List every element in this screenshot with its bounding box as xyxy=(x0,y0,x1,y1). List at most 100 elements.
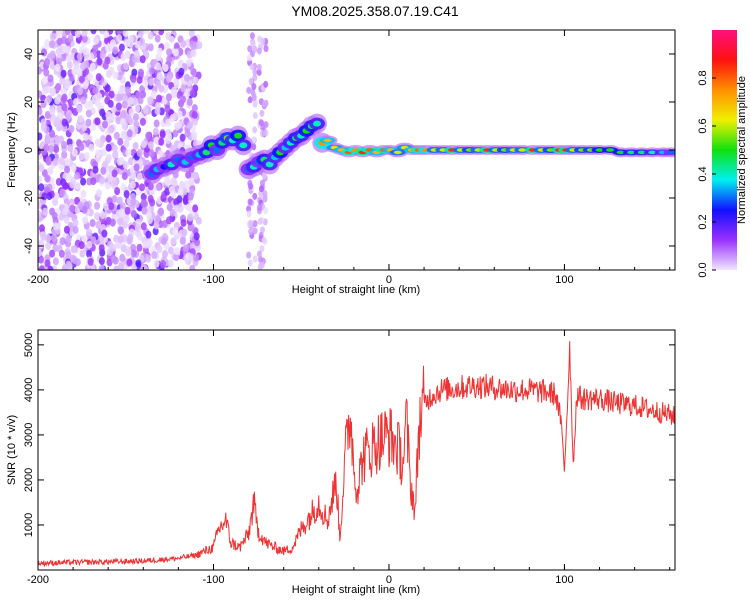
noise-blob xyxy=(100,166,107,175)
y-tick-label: 3000 xyxy=(23,423,35,447)
noise-blob xyxy=(182,244,189,253)
noise-blob xyxy=(257,203,263,211)
noise-blob xyxy=(47,144,54,153)
noise-blob xyxy=(79,249,86,258)
noise-blob xyxy=(185,170,192,179)
noise-blob xyxy=(38,210,42,219)
noise-blob xyxy=(99,108,106,117)
noise-blob xyxy=(95,220,102,229)
noise-blob xyxy=(191,104,198,113)
noise-blob xyxy=(181,228,188,237)
noise-blob xyxy=(116,34,123,43)
noise-blob xyxy=(130,249,137,258)
noise-blob xyxy=(98,257,105,266)
noise-blob xyxy=(46,192,53,201)
noise-blob xyxy=(92,86,99,95)
noise-blob xyxy=(49,50,56,59)
y-tick-label: 5000 xyxy=(23,333,35,357)
noise-blob xyxy=(179,236,186,245)
noise-blob xyxy=(263,80,269,88)
noise-blob xyxy=(38,248,42,257)
spectrogram-ylabel: Frequency (Hz) xyxy=(6,112,18,188)
noise-blob xyxy=(65,54,72,63)
noise-blob xyxy=(88,52,95,61)
noise-blob xyxy=(112,46,119,55)
noise-blob xyxy=(196,41,203,50)
noise-blob xyxy=(258,119,264,127)
noise-blob xyxy=(44,111,51,120)
noise-blob xyxy=(115,102,122,111)
noise-blob xyxy=(166,203,173,212)
noise-blob xyxy=(65,250,72,259)
noise-blob xyxy=(177,47,184,56)
noise-blob xyxy=(86,249,93,258)
noise-blob xyxy=(85,118,92,127)
noise-blob xyxy=(259,179,265,187)
noise-blob xyxy=(98,244,105,253)
noise-blob xyxy=(257,217,263,225)
noise-blob xyxy=(151,251,158,260)
colorbar-tick-label: 0.8 xyxy=(697,70,709,85)
noise-blob xyxy=(95,149,102,158)
noise-blob xyxy=(259,130,265,138)
noise-blob xyxy=(76,52,83,61)
noise-blob xyxy=(47,166,54,175)
noise-blob xyxy=(61,103,68,112)
noise-blob xyxy=(180,218,187,227)
noise-blob xyxy=(38,132,43,141)
noise-blob xyxy=(246,86,252,94)
noise-blob xyxy=(41,192,48,201)
noise-blob xyxy=(154,214,161,223)
noise-blob xyxy=(38,175,42,184)
noise-blob xyxy=(155,183,162,192)
noise-blob xyxy=(105,153,112,162)
noise-blob xyxy=(165,93,172,102)
noise-blob xyxy=(120,117,127,126)
noise-blob xyxy=(122,30,129,37)
noise-blob xyxy=(62,182,69,191)
noise-blob xyxy=(104,181,111,190)
noise-blob xyxy=(102,61,109,70)
noise-blob xyxy=(250,88,256,96)
spectrogram-plot xyxy=(38,30,675,270)
colorbar-tick-label: 0.0 xyxy=(697,262,709,277)
noise-blob xyxy=(129,180,136,189)
noise-blob xyxy=(78,241,85,250)
noise-blob xyxy=(127,233,134,242)
noise-blob xyxy=(80,62,87,71)
noise-blob xyxy=(121,172,128,181)
noise-blob xyxy=(262,195,268,203)
noise-blob xyxy=(249,32,255,40)
noise-blob xyxy=(122,161,129,170)
noise-blob xyxy=(248,228,254,236)
noise-blob xyxy=(83,151,90,160)
noise-blob xyxy=(247,45,253,53)
noise-blob xyxy=(162,64,169,73)
noise-blob xyxy=(120,131,127,140)
noise-blob xyxy=(140,90,147,99)
noise-blob xyxy=(156,94,163,103)
noise-blob xyxy=(177,187,184,196)
noise-blob xyxy=(119,84,126,93)
noise-blob xyxy=(38,147,42,156)
colorbar-tick-label: 0.6 xyxy=(697,118,709,133)
noise-blob xyxy=(124,86,131,95)
noise-blob xyxy=(116,93,123,102)
noise-blob xyxy=(172,129,179,138)
noise-blob xyxy=(55,82,62,91)
noise-blob xyxy=(153,259,160,268)
noise-blob xyxy=(109,218,116,227)
noise-blob xyxy=(81,205,88,214)
noise-blob xyxy=(74,171,81,180)
noise-blob xyxy=(89,62,96,71)
noise-blob xyxy=(131,263,138,270)
noise-blob xyxy=(160,237,167,246)
noise-blob xyxy=(263,207,269,215)
noise-blob xyxy=(76,68,83,77)
noise-blob xyxy=(60,69,67,78)
noise-blob xyxy=(146,238,153,247)
noise-blob xyxy=(87,72,94,81)
noise-blob xyxy=(111,169,118,178)
noise-blob xyxy=(44,57,51,66)
